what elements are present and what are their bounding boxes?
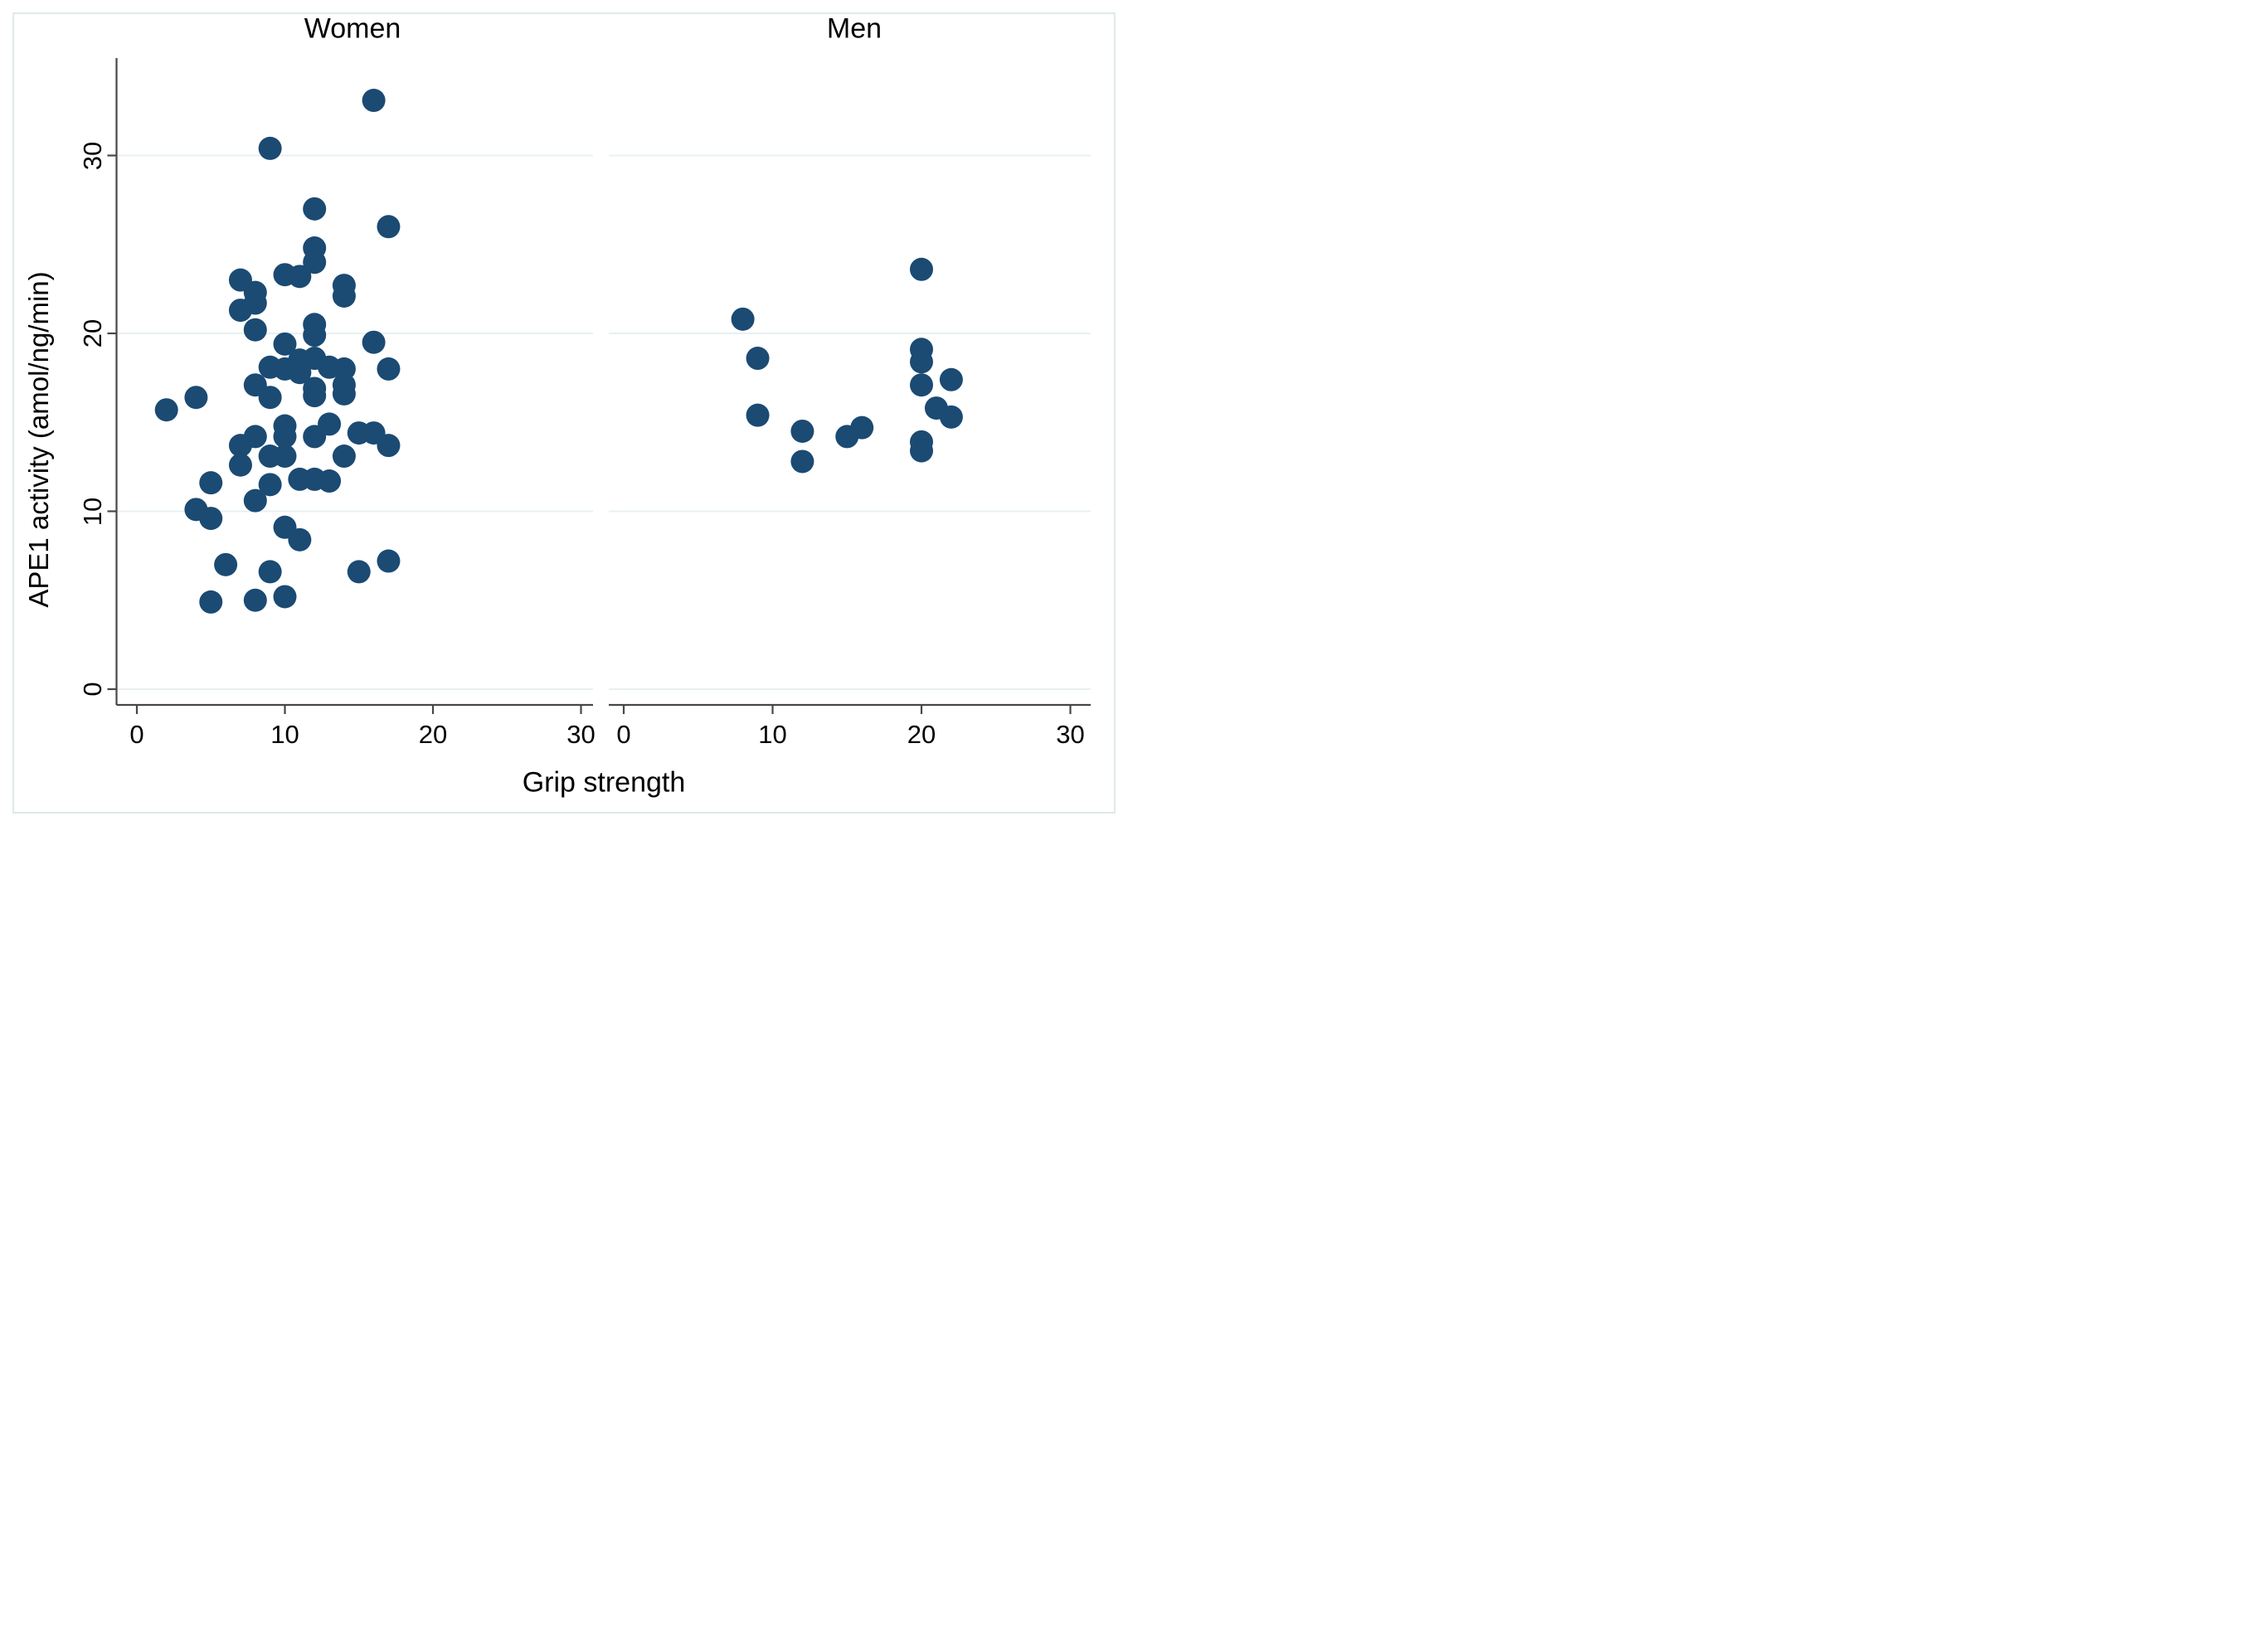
data-point	[258, 386, 282, 410]
data-point	[318, 469, 342, 493]
data-point	[288, 265, 312, 289]
data-point	[347, 560, 371, 584]
panel-title-women: Women	[304, 12, 401, 45]
data-point	[243, 425, 267, 449]
data-point	[731, 307, 755, 331]
data-point	[273, 585, 297, 609]
data-point	[199, 507, 223, 531]
data-point	[243, 318, 267, 342]
data-point	[154, 398, 178, 422]
data-point	[243, 291, 267, 315]
data-point	[939, 405, 963, 429]
data-point	[199, 471, 223, 495]
data-point	[273, 332, 297, 356]
x-tick-label: 20	[907, 720, 936, 749]
data-point	[258, 473, 282, 497]
data-point	[214, 552, 238, 576]
y-tick-label: 10	[78, 497, 107, 526]
x-tick-label: 10	[758, 720, 787, 749]
y-tick-label: 30	[78, 141, 107, 170]
scatter-figure: Women Men Grip strength APE1 activity (a…	[0, 0, 1128, 826]
data-point	[790, 419, 814, 443]
data-point	[258, 560, 282, 584]
x-tick-label: 0	[616, 720, 631, 749]
panel-title-men: Men	[826, 12, 882, 45]
data-point	[332, 357, 356, 381]
x-tick-label: 20	[418, 720, 448, 749]
data-point	[243, 488, 267, 513]
data-point	[332, 381, 356, 406]
data-point	[243, 588, 267, 612]
x-tick-label: 0	[129, 720, 144, 749]
chart-canvas	[107, 58, 1091, 714]
data-point	[910, 373, 933, 397]
data-point	[790, 449, 814, 474]
data-point	[303, 250, 327, 275]
data-point	[228, 453, 252, 477]
data-point	[199, 590, 223, 614]
data-point	[318, 412, 342, 436]
data-point	[288, 361, 312, 385]
data-point	[850, 415, 874, 440]
data-point	[303, 323, 327, 347]
x-axis-label: Grip strength	[522, 766, 686, 799]
x-tick-label: 10	[270, 720, 299, 749]
x-tick-label: 30	[566, 720, 596, 749]
data-point	[910, 439, 933, 463]
data-point	[362, 330, 386, 354]
data-point	[273, 425, 297, 449]
y-tick-label: 20	[78, 318, 107, 348]
data-point	[377, 549, 401, 573]
data-point	[377, 357, 401, 381]
data-point	[288, 527, 312, 551]
data-point	[303, 197, 327, 221]
data-point	[910, 350, 933, 374]
data-point	[303, 384, 327, 408]
data-point	[377, 434, 401, 458]
data-point	[939, 367, 963, 391]
data-point	[746, 347, 770, 371]
data-point	[332, 284, 356, 308]
data-point	[184, 386, 208, 410]
y-axis-label: APE1 activity (amol/ng/min)	[23, 271, 54, 608]
data-point	[258, 136, 282, 160]
x-tick-label: 30	[1056, 720, 1085, 749]
data-point	[273, 445, 297, 469]
data-point	[377, 215, 401, 239]
data-point	[746, 403, 770, 427]
data-point	[910, 257, 933, 281]
y-tick-label: 0	[78, 682, 107, 697]
data-point	[332, 445, 356, 469]
data-point	[362, 89, 386, 113]
